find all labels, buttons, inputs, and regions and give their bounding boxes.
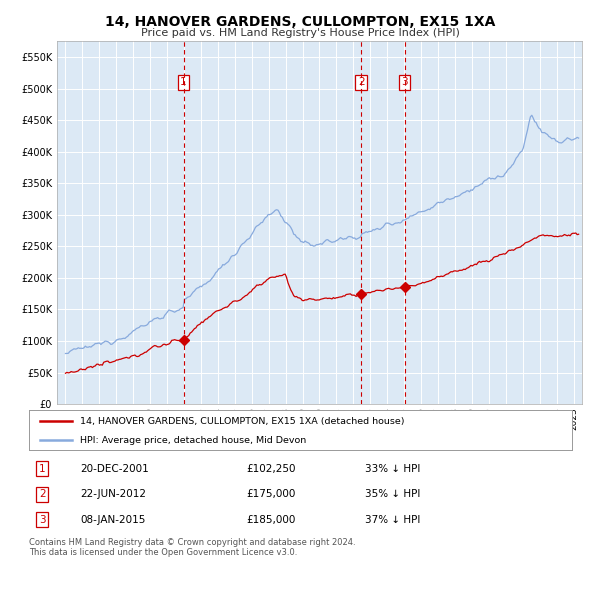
Text: Price paid vs. HM Land Registry's House Price Index (HPI): Price paid vs. HM Land Registry's House … [140, 28, 460, 38]
Text: £175,000: £175,000 [246, 489, 295, 499]
Text: 20-DEC-2001: 20-DEC-2001 [80, 464, 149, 474]
Text: 3: 3 [401, 77, 408, 87]
Text: 22-JUN-2012: 22-JUN-2012 [80, 489, 146, 499]
Text: 2: 2 [39, 489, 46, 499]
Text: 08-JAN-2015: 08-JAN-2015 [80, 514, 146, 525]
Text: 14, HANOVER GARDENS, CULLOMPTON, EX15 1XA (detached house): 14, HANOVER GARDENS, CULLOMPTON, EX15 1X… [80, 417, 405, 426]
Text: £185,000: £185,000 [246, 514, 295, 525]
Text: £102,250: £102,250 [246, 464, 296, 474]
Text: 1: 1 [180, 77, 187, 87]
Text: 3: 3 [39, 514, 46, 525]
Text: 35% ↓ HPI: 35% ↓ HPI [365, 489, 421, 499]
Text: 33% ↓ HPI: 33% ↓ HPI [365, 464, 421, 474]
Text: 1: 1 [39, 464, 46, 474]
Text: 14, HANOVER GARDENS, CULLOMPTON, EX15 1XA: 14, HANOVER GARDENS, CULLOMPTON, EX15 1X… [105, 15, 495, 29]
Text: Contains HM Land Registry data © Crown copyright and database right 2024.
This d: Contains HM Land Registry data © Crown c… [29, 538, 355, 558]
Text: HPI: Average price, detached house, Mid Devon: HPI: Average price, detached house, Mid … [80, 435, 307, 445]
Text: 37% ↓ HPI: 37% ↓ HPI [365, 514, 421, 525]
Text: 2: 2 [358, 77, 365, 87]
